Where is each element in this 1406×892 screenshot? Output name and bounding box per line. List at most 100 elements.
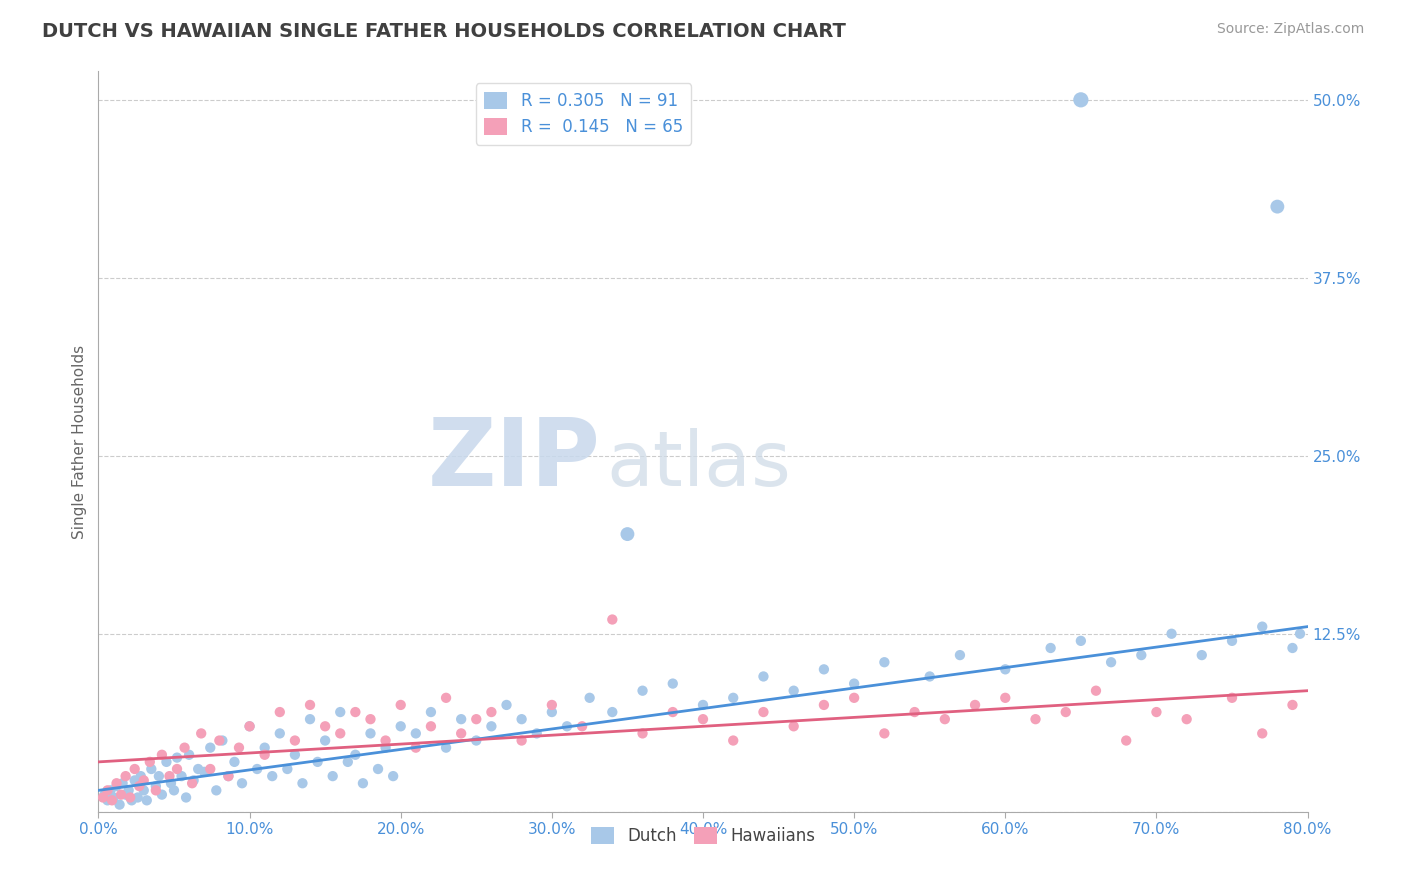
Point — [96, 783, 118, 797]
Point — [105, 776, 128, 790]
Point — [571, 719, 593, 733]
Point — [540, 698, 562, 712]
Point — [132, 783, 155, 797]
Point — [228, 740, 250, 755]
Point — [374, 740, 396, 755]
Point — [352, 776, 374, 790]
Point — [108, 797, 131, 812]
Point — [253, 747, 276, 762]
Point — [844, 676, 866, 690]
Point — [217, 769, 239, 783]
Point — [150, 788, 173, 802]
Point — [1251, 726, 1274, 740]
Point — [205, 783, 228, 797]
Point — [239, 719, 262, 733]
Point — [183, 773, 205, 788]
Point — [132, 773, 155, 788]
Point — [965, 698, 987, 712]
Point — [314, 719, 336, 733]
Point — [1024, 712, 1046, 726]
Point — [360, 712, 382, 726]
Point — [1175, 712, 1198, 726]
Point — [307, 755, 329, 769]
Point — [360, 726, 382, 740]
Point — [181, 776, 204, 790]
Point — [783, 683, 806, 698]
Point — [217, 769, 239, 783]
Point — [179, 747, 201, 762]
Point — [163, 783, 186, 797]
Point — [723, 690, 745, 705]
Point — [160, 776, 183, 790]
Point — [389, 719, 412, 733]
Point — [1251, 619, 1274, 633]
Point — [783, 719, 806, 733]
Point — [269, 726, 291, 740]
Point — [1130, 648, 1153, 662]
Point — [934, 712, 956, 726]
Point — [1099, 655, 1122, 669]
Point — [190, 726, 212, 740]
Point — [1267, 200, 1289, 214]
Point — [434, 740, 457, 755]
Point — [1070, 633, 1092, 648]
Point — [465, 712, 488, 726]
Point — [118, 783, 141, 797]
Point — [150, 747, 173, 762]
Point — [1146, 705, 1168, 719]
Point — [873, 655, 896, 669]
Point — [329, 726, 352, 740]
Point — [752, 705, 775, 719]
Point — [813, 662, 835, 676]
Point — [382, 769, 405, 783]
Point — [420, 719, 443, 733]
Point — [121, 793, 143, 807]
Point — [127, 790, 149, 805]
Point — [1220, 633, 1243, 648]
Point — [284, 733, 307, 747]
Point — [405, 726, 427, 740]
Point — [93, 788, 115, 802]
Point — [114, 769, 136, 783]
Text: atlas: atlas — [606, 428, 792, 502]
Point — [148, 769, 170, 783]
Point — [994, 662, 1017, 676]
Point — [170, 769, 193, 783]
Point — [101, 793, 124, 807]
Point — [481, 719, 503, 733]
Point — [336, 755, 359, 769]
Point — [692, 698, 714, 712]
Point — [661, 676, 683, 690]
Text: Source: ZipAtlas.com: Source: ZipAtlas.com — [1216, 22, 1364, 37]
Point — [904, 705, 927, 719]
Point — [253, 740, 276, 755]
Point — [299, 712, 322, 726]
Point — [276, 762, 298, 776]
Point — [128, 779, 150, 793]
Point — [200, 762, 222, 776]
Point — [1160, 626, 1182, 640]
Text: DUTCH VS HAWAIIAN SINGLE FATHER HOUSEHOLDS CORRELATION CHART: DUTCH VS HAWAIIAN SINGLE FATHER HOUSEHOL… — [42, 22, 846, 41]
Point — [159, 769, 181, 783]
Point — [1115, 733, 1137, 747]
Point — [844, 690, 866, 705]
Point — [200, 740, 222, 755]
Point — [389, 698, 412, 712]
Point — [246, 762, 269, 776]
Point — [124, 773, 146, 788]
Point — [631, 726, 654, 740]
Point — [103, 790, 125, 805]
Point — [949, 648, 972, 662]
Point — [465, 733, 488, 747]
Point — [139, 755, 162, 769]
Point — [145, 783, 167, 797]
Point — [105, 779, 128, 793]
Point — [187, 762, 209, 776]
Point — [510, 733, 533, 747]
Point — [208, 733, 231, 747]
Point — [129, 769, 152, 783]
Point — [405, 740, 427, 755]
Point — [239, 719, 262, 733]
Point — [114, 788, 136, 802]
Point — [291, 776, 314, 790]
